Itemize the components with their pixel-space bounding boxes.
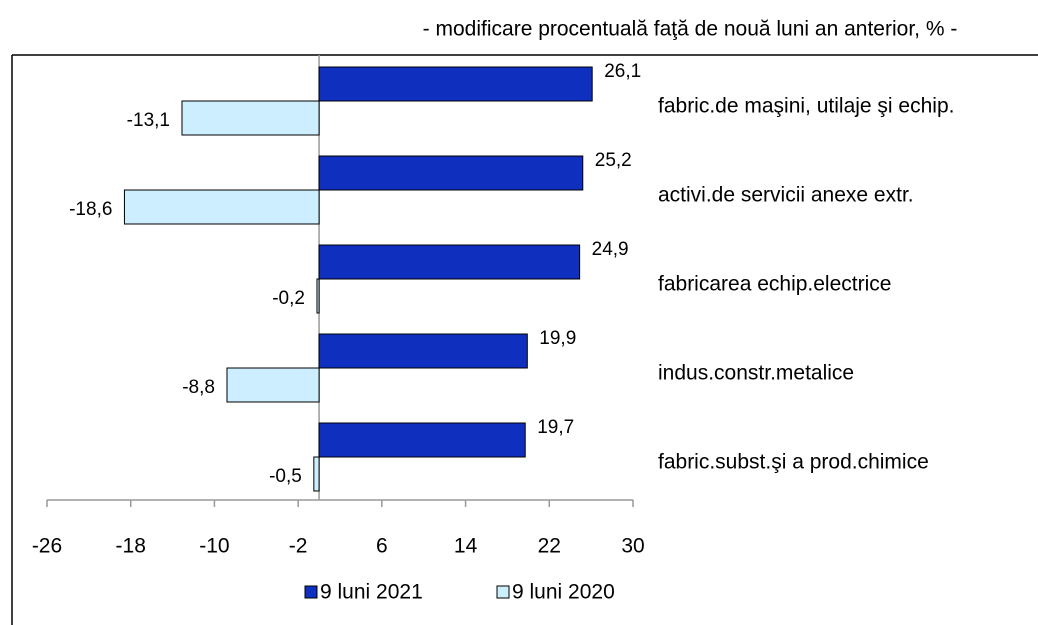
value-label: -13,1 xyxy=(127,110,170,131)
value-label: -8,8 xyxy=(182,377,215,398)
x-tick-label: 14 xyxy=(454,535,478,558)
bar xyxy=(318,155,584,191)
value-label: 26,1 xyxy=(604,61,641,82)
x-tick-label: 30 xyxy=(621,535,644,558)
x-tick-label: 6 xyxy=(376,535,388,558)
bar xyxy=(226,367,320,403)
legend-label: 9 luni 2021 xyxy=(320,581,423,604)
category-label: activi.de servicii anexe extr. xyxy=(658,184,914,207)
value-label: 24,9 xyxy=(592,239,629,260)
bar xyxy=(318,66,593,102)
bar xyxy=(318,333,528,369)
x-tick-label: -26 xyxy=(32,535,62,558)
value-label: -18,6 xyxy=(69,199,112,220)
legend-label: 9 luni 2020 xyxy=(512,581,615,604)
bar xyxy=(316,278,320,314)
category-label: fabricarea echip.electrice xyxy=(658,273,891,296)
bar xyxy=(318,422,526,458)
bar xyxy=(181,100,320,136)
x-tick-label: -2 xyxy=(289,535,308,558)
subtitle: - modificare procentuală faţă de nouă lu… xyxy=(423,18,958,41)
legend-swatch xyxy=(496,585,510,599)
x-tick-label: -10 xyxy=(199,535,229,558)
bar xyxy=(313,456,320,492)
value-label: 25,2 xyxy=(595,150,632,171)
x-tick-label: -18 xyxy=(116,535,146,558)
bar xyxy=(123,189,320,225)
value-label: -0,5 xyxy=(269,466,302,487)
value-label: -0,2 xyxy=(272,288,305,309)
category-label: fabric.de maşini, utilaje şi echip. xyxy=(658,95,954,118)
category-label: fabric.subst.şi a prod.chimice xyxy=(658,451,929,474)
bar xyxy=(318,244,581,280)
x-tick-label: 22 xyxy=(538,535,561,558)
category-label: indus.constr.metalice xyxy=(658,362,854,385)
value-label: 19,7 xyxy=(537,417,574,438)
value-label: 19,9 xyxy=(539,328,576,349)
legend-swatch xyxy=(304,585,318,599)
